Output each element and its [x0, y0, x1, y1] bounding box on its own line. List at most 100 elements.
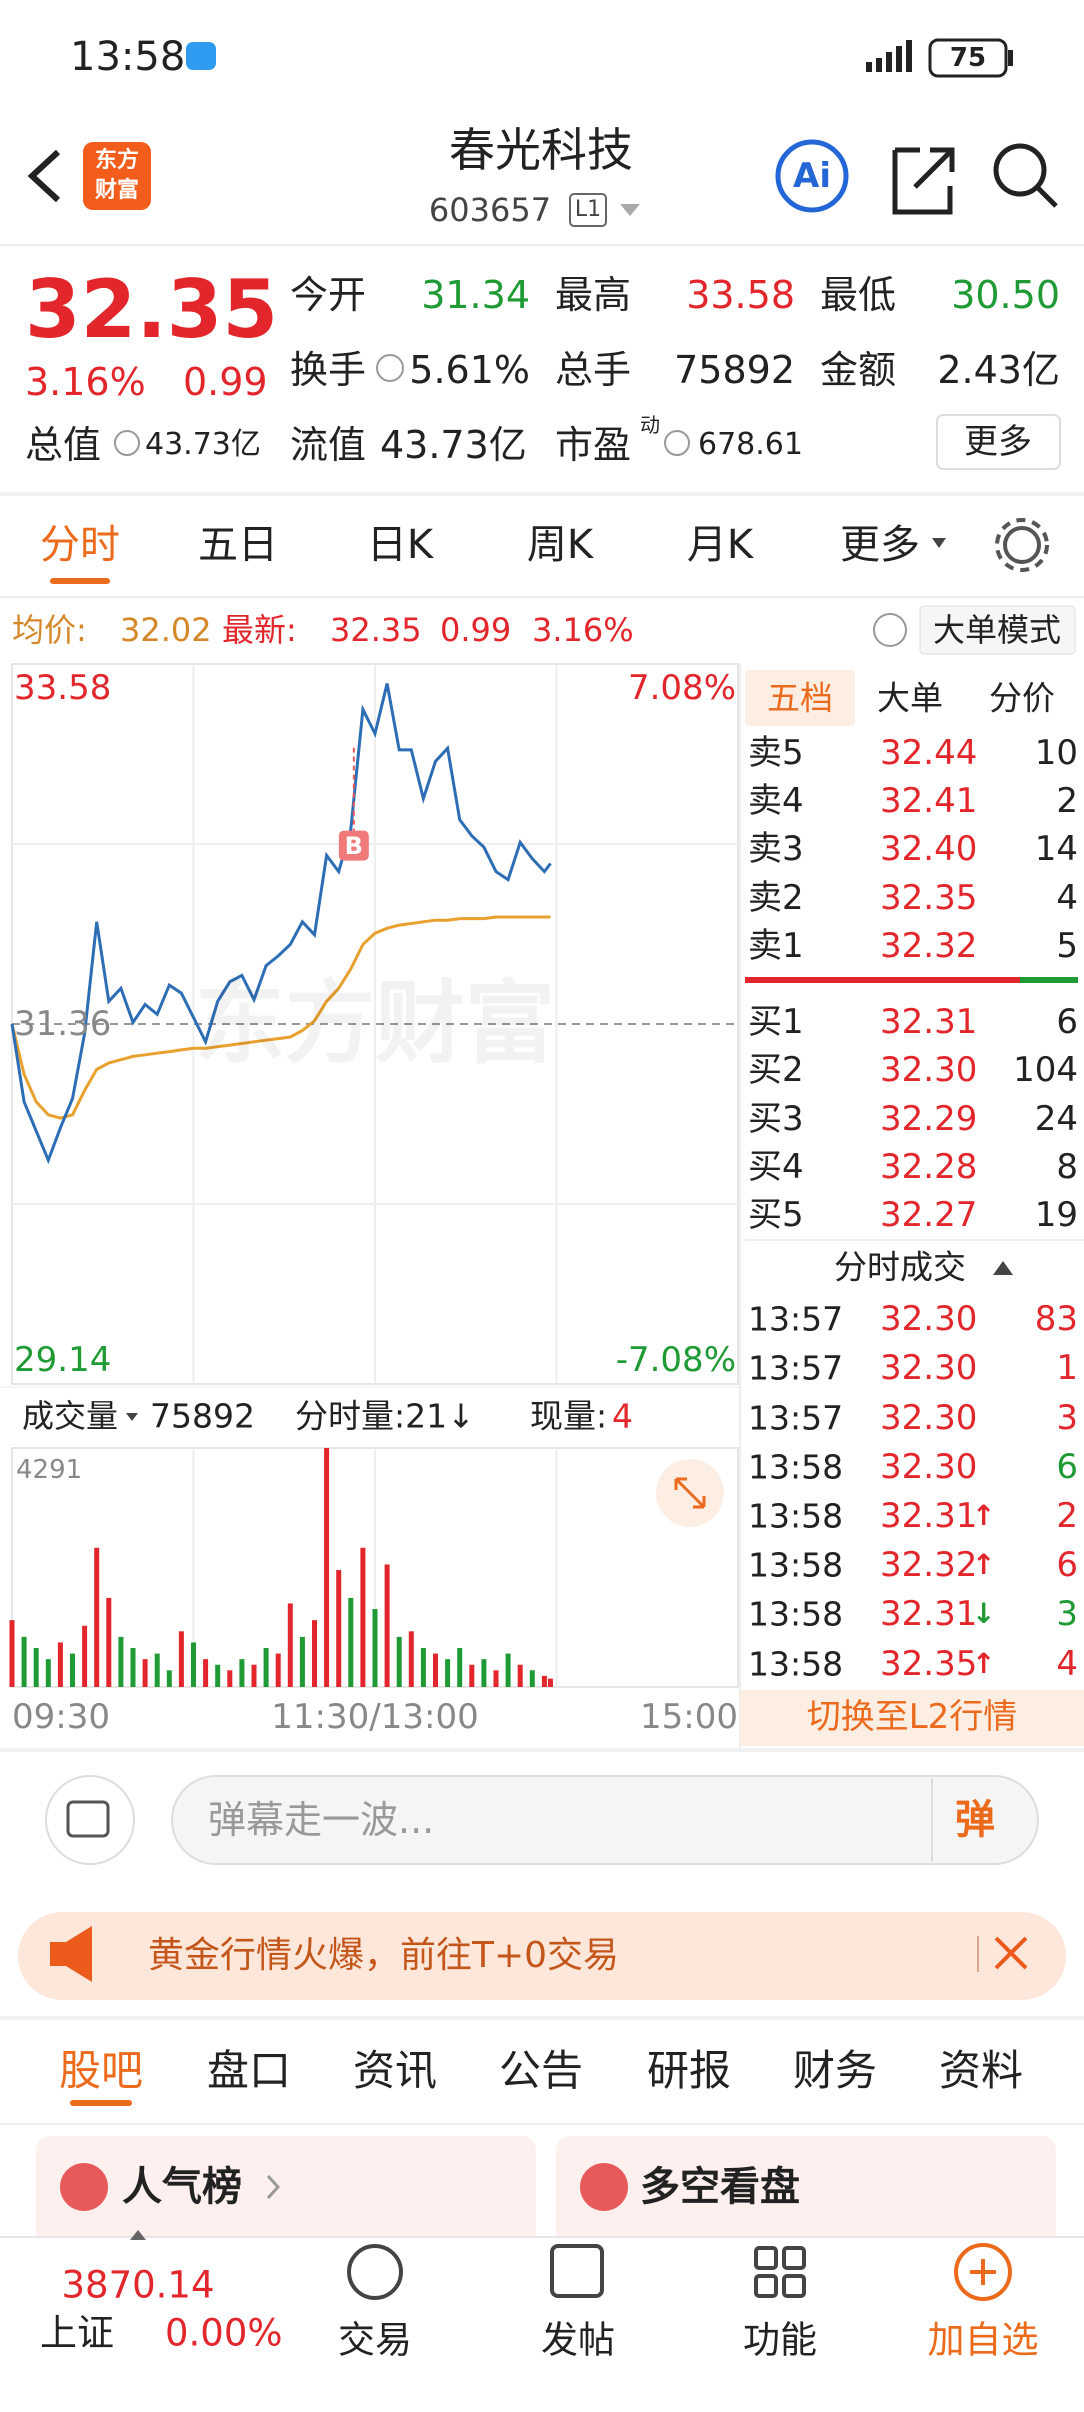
section-tab[interactable]: 股吧: [58, 2046, 144, 2095]
share-icon[interactable]: [892, 147, 955, 215]
field-value: 75892: [674, 348, 795, 392]
book-volume: 8: [1056, 1147, 1078, 1187]
info-icon[interactable]: [114, 430, 140, 456]
volume-bar: [324, 1448, 330, 1687]
bottom-nav: [0, 2237, 1084, 2412]
book-price: 32.31: [880, 1002, 978, 1042]
mode-button[interactable]: 大单模式: [932, 611, 1062, 649]
settings-icon[interactable]: [1003, 526, 1041, 564]
more-button[interactable]: [936, 414, 1061, 470]
section-tab[interactable]: 资料: [938, 2046, 1024, 2095]
info-icon[interactable]: [376, 354, 404, 382]
book-label: 买4: [748, 1147, 804, 1187]
volume-bar: [547, 1678, 553, 1687]
function-icon[interactable]: [754, 2246, 806, 2298]
field-value: 5.61%: [409, 348, 530, 392]
volume-bar: [33, 1648, 39, 1687]
help-icon[interactable]: [873, 613, 907, 647]
mode-button[interactable]: [919, 605, 1076, 655]
volume-bar: [239, 1659, 245, 1687]
field-label: 今开: [290, 273, 367, 317]
battery: [928, 38, 1008, 78]
section-tab[interactable]: 盘口: [206, 2046, 292, 2095]
trade-volume: 3: [1056, 1398, 1078, 1438]
tab[interactable]: 分时: [40, 522, 120, 568]
trade-volume: 83: [1034, 1299, 1078, 1339]
nav-item[interactable]: 加自选: [927, 2318, 1039, 2362]
card-title[interactable]: 多空看盘: [640, 2164, 800, 2210]
book-label: 卖1: [748, 926, 804, 966]
field-value: 2.43亿: [937, 348, 1060, 392]
card[interactable]: [36, 2136, 536, 2246]
book-tab[interactable]: 五档: [767, 678, 833, 718]
buy-marker: [338, 830, 369, 861]
section-tab[interactable]: 资讯: [352, 2046, 438, 2095]
ai-ring[interactable]: [775, 139, 849, 213]
post-icon[interactable]: [550, 2244, 604, 2298]
nav-item[interactable]: 功能: [743, 2318, 817, 2362]
volume-bar: [251, 1664, 257, 1687]
volume-label[interactable]: 成交量: [22, 1397, 119, 1435]
book-label: 卖2: [748, 878, 804, 918]
tab[interactable]: 五日: [198, 522, 278, 568]
trade-price: 32.31: [880, 1496, 978, 1536]
more-button[interactable]: 更多: [964, 422, 1032, 462]
search-icon[interactable]: [993, 143, 1047, 197]
trade-time: 13:57: [748, 1398, 844, 1438]
card-title[interactable]: 人气榜: [122, 2164, 242, 2210]
nav-item[interactable]: 交易: [338, 2318, 412, 2362]
banner[interactable]: [18, 1912, 1066, 2000]
info-icon[interactable]: [664, 430, 690, 456]
trade-volume: 6: [1056, 1447, 1078, 1487]
trade-volume: 6: [1056, 1545, 1078, 1585]
tab[interactable]: 周K: [526, 522, 594, 568]
comment-input[interactable]: [171, 1775, 1039, 1865]
trade-time: 13:58: [748, 1545, 844, 1585]
volume-bar: [287, 1603, 293, 1687]
volume-bar: [21, 1636, 27, 1687]
comment-placeholder[interactable]: 弹幕走一波...: [208, 1798, 435, 1842]
book-price: 32.41: [880, 781, 978, 821]
volume-bar: [457, 1648, 463, 1687]
banner-text[interactable]: 黄金行情火爆，前往T+0交易: [148, 1935, 620, 1976]
l2-link[interactable]: 切换至L2行情: [806, 1697, 1018, 1737]
add-watch-icon[interactable]: [954, 2243, 1012, 2301]
trade-time: 13:58: [748, 1644, 844, 1684]
field-value: 678.61: [698, 427, 803, 462]
volume-bar: [9, 1620, 15, 1687]
l2-button[interactable]: [740, 1690, 1084, 1746]
trade-icon[interactable]: [347, 2244, 403, 2300]
section-tab[interactable]: 财务: [792, 2046, 878, 2095]
nav-item[interactable]: 发帖: [541, 2318, 615, 2362]
volume-dropdown[interactable]: [126, 1413, 138, 1421]
card[interactable]: [556, 2136, 1056, 2246]
comment-icon[interactable]: [45, 1775, 135, 1865]
volume-bar: [360, 1547, 366, 1687]
tab[interactable]: 月K: [686, 522, 754, 568]
volume-bar: [420, 1648, 426, 1687]
settings-gear: [995, 518, 1049, 572]
ai-button[interactable]: Ai: [793, 156, 831, 196]
book-volume: 6: [1056, 1002, 1078, 1042]
tab[interactable]: 更多: [840, 522, 920, 568]
section-tab[interactable]: 研报: [646, 2046, 732, 2095]
danmaku-button[interactable]: 弹: [955, 1797, 995, 1843]
index-toggle[interactable]: [130, 2230, 146, 2240]
battery-tip: [1008, 50, 1013, 66]
trade-time: 13:57: [748, 1299, 844, 1339]
book-tab[interactable]: 大单: [877, 678, 943, 718]
search-handle: [1035, 185, 1058, 208]
trades-toggle[interactable]: [993, 1261, 1013, 1275]
trade-volume: 4: [1056, 1644, 1078, 1684]
back-button[interactable]: [27, 149, 61, 203]
book-label: 卖3: [748, 829, 804, 869]
book-volume: 104: [1013, 1050, 1078, 1090]
book-tab[interactable]: 分价: [989, 678, 1055, 718]
tab[interactable]: 日K: [366, 522, 434, 568]
close-banner[interactable]: [994, 1936, 1028, 1970]
section-tab[interactable]: 公告: [498, 2046, 584, 2095]
code-dropdown[interactable]: [620, 204, 640, 216]
trade-volume: 2: [1056, 1496, 1078, 1536]
field-label: 换手: [290, 348, 367, 392]
